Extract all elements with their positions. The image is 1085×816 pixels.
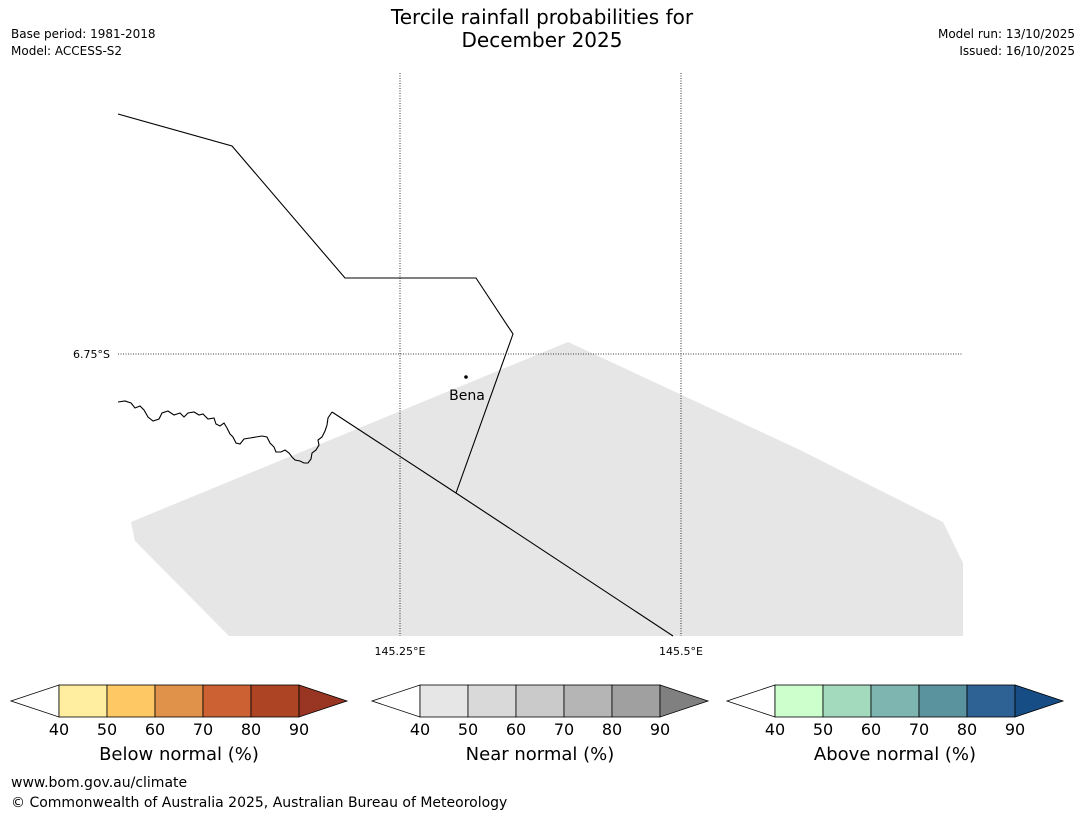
colorbar-segment: [467, 684, 517, 718]
colorbar-tick-label: 70: [193, 720, 213, 739]
colorbar-tick-label: 40: [49, 720, 69, 739]
colorbar-segment: [106, 684, 156, 718]
colorbar-segment: [515, 684, 565, 718]
colorbar-segment: [611, 684, 661, 718]
colorbar-segment: [870, 684, 920, 718]
colorbar-segment: [918, 684, 968, 718]
colorbar-tick-label: 80: [602, 720, 622, 739]
colorbar-tick-label: 80: [957, 720, 977, 739]
base-period: Base period: 1981-2018: [11, 27, 156, 41]
meta-right: Model run: 13/10/2025 Issued: 16/10/2025: [938, 26, 1075, 60]
latitude-label: 6.75°S: [73, 348, 110, 361]
colorbar-segment: [154, 684, 204, 718]
colorbar-segment: [202, 684, 252, 718]
river-boundary: [117, 400, 333, 464]
colorbar-tick-label: 60: [861, 720, 881, 739]
model-name: Model: ACCESS-S2: [11, 44, 123, 58]
issued-date: Issued: 16/10/2025: [959, 44, 1075, 58]
colorbar-under-triangle: [725, 684, 776, 718]
colorbar-tick-label: 60: [506, 720, 526, 739]
colorbar-segment: [250, 684, 300, 718]
colorbar-title-below: Below normal (%): [99, 744, 259, 765]
province-boundary-north: [117, 113, 514, 494]
colorbar-tick-label: 80: [241, 720, 261, 739]
colorbar-segment: [563, 684, 613, 718]
colorbar-title-near: Near normal (%): [465, 744, 615, 765]
colorbar-tick-label: 70: [909, 720, 929, 739]
colorbar-near-normal: 40 50 60 70 80 90: [370, 684, 710, 739]
colorbar-tick-label: 50: [813, 720, 833, 739]
map-title: Tercile rainfall probabilities for Decem…: [342, 6, 742, 52]
footer-url: www.bom.gov.au/climate: [11, 775, 188, 791]
probability-shading: [131, 342, 963, 636]
title-line-1: Tercile rainfall probabilities for: [390, 5, 694, 29]
title-line-2: December 2025: [461, 28, 623, 52]
town-label: Bena: [449, 388, 485, 404]
colorbar-tick-label: 40: [410, 720, 430, 739]
colorbar-title-above: Above normal (%): [813, 744, 977, 765]
footer-copyright: © Commonwealth of Australia 2025, Austra…: [11, 795, 508, 811]
colorbar-segment: [966, 684, 1016, 718]
colorbar-tick-label: 50: [458, 720, 478, 739]
colorbar-tick-label: 90: [1005, 720, 1025, 739]
colorbar-over-triangle: [298, 684, 349, 718]
colorbar-tick-label: 90: [289, 720, 309, 739]
longitude-label-2: 145.5°E: [659, 645, 703, 658]
colorbar-below-normal: 40 50 60 70 80 90: [9, 684, 349, 739]
colorbar-segment: [58, 684, 108, 718]
colorbar-segment: [419, 684, 469, 718]
colorbar-above-normal: 40 50 60 70 80 90: [725, 684, 1065, 739]
model-run: Model run: 13/10/2025: [937, 27, 1075, 41]
town-marker: [464, 375, 468, 379]
colorbar-tick-label: 50: [97, 720, 117, 739]
colorbar-under-triangle: [9, 684, 60, 718]
colorbar-under-triangle: [370, 684, 421, 718]
colorbar-tick-label: 70: [554, 720, 574, 739]
colorbar-over-triangle: [1014, 684, 1065, 718]
province-boundary-south: [331, 411, 674, 637]
colorbar-segment: [774, 684, 824, 718]
colorbar-segment: [822, 684, 872, 718]
colorbar-tick-label: 60: [145, 720, 165, 739]
colorbar-tick-label: 90: [650, 720, 670, 739]
colorbar-over-triangle: [659, 684, 710, 718]
longitude-label-1: 145.25°E: [375, 645, 426, 658]
meta-left: Base period: 1981-2018 Model: ACCESS-S2: [11, 26, 156, 60]
colorbar-tick-label: 40: [765, 720, 785, 739]
